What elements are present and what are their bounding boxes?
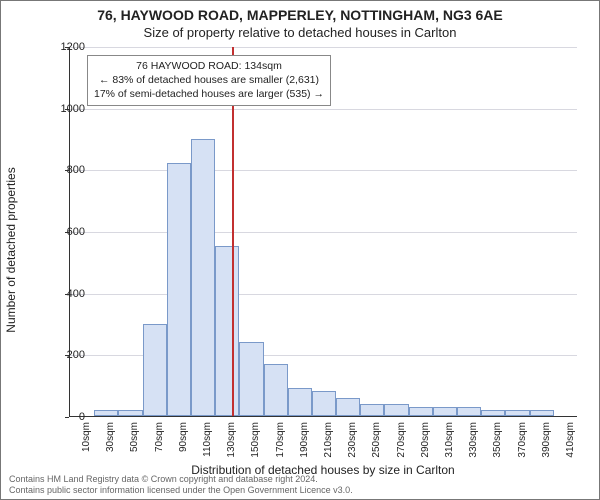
y-tick-mark — [65, 355, 69, 356]
x-tick-label: 310sqm — [444, 422, 455, 472]
x-tick-label: 210sqm — [323, 422, 334, 472]
histogram-bar — [505, 410, 529, 416]
y-tick-label: 800 — [35, 164, 85, 176]
x-tick-label: 270sqm — [396, 422, 407, 472]
chart-subtitle: Size of property relative to detached ho… — [1, 25, 599, 40]
y-tick-label: 1000 — [35, 103, 85, 115]
y-tick-label: 0 — [35, 411, 85, 423]
histogram-bar — [312, 391, 336, 416]
x-tick-label: 90sqm — [178, 422, 189, 472]
x-tick-label: 330sqm — [468, 422, 479, 472]
histogram-bar — [433, 407, 457, 416]
x-tick-label: 130sqm — [226, 422, 237, 472]
x-tick-label: 30sqm — [105, 422, 116, 472]
chart-title-address: 76, HAYWOOD ROAD, MAPPERLEY, NOTTINGHAM,… — [1, 7, 599, 23]
histogram-bar — [94, 410, 118, 416]
histogram-bar — [384, 404, 408, 416]
histogram-bar — [143, 324, 167, 417]
x-tick-label: 250sqm — [371, 422, 382, 472]
histogram-bar — [118, 410, 142, 416]
y-tick-mark — [65, 170, 69, 171]
x-tick-label: 350sqm — [492, 422, 503, 472]
gridline — [70, 109, 577, 110]
histogram-bar — [530, 410, 554, 416]
annotation-box: 76 HAYWOOD ROAD: 134sqm← 83% of detached… — [87, 55, 331, 106]
x-tick-label: 290sqm — [420, 422, 431, 472]
x-tick-label: 370sqm — [517, 422, 528, 472]
y-tick-label: 200 — [35, 349, 85, 361]
histogram-bar — [167, 163, 191, 416]
annotation-line: 17% of semi-detached houses are larger (… — [94, 87, 324, 101]
gridline — [70, 47, 577, 48]
histogram-bar — [336, 398, 360, 417]
y-tick-mark — [65, 232, 69, 233]
footer-line-2: Contains public sector information licen… — [9, 485, 353, 496]
x-tick-label: 50sqm — [129, 422, 140, 472]
y-tick-label: 600 — [35, 226, 85, 238]
histogram-bar — [457, 407, 481, 416]
annotation-line: 76 HAYWOOD ROAD: 134sqm — [94, 59, 324, 73]
x-tick-label: 170sqm — [275, 422, 286, 472]
y-tick-mark — [65, 109, 69, 110]
y-tick-label: 1200 — [35, 41, 85, 53]
histogram-bar — [239, 342, 263, 416]
gridline — [70, 294, 577, 295]
y-tick-mark — [65, 294, 69, 295]
gridline — [70, 170, 577, 171]
x-tick-label: 70sqm — [154, 422, 165, 472]
y-axis-label: Number of detached properties — [4, 167, 18, 332]
x-tick-label: 190sqm — [299, 422, 310, 472]
chart-container: 76, HAYWOOD ROAD, MAPPERLEY, NOTTINGHAM,… — [0, 0, 600, 500]
y-tick-label: 400 — [35, 288, 85, 300]
footer-line-1: Contains HM Land Registry data © Crown c… — [9, 474, 353, 485]
y-tick-mark — [65, 417, 69, 418]
histogram-bar — [215, 246, 239, 416]
histogram-bar — [360, 404, 384, 416]
y-tick-mark — [65, 47, 69, 48]
x-tick-label: 230sqm — [347, 422, 358, 472]
histogram-bar — [481, 410, 505, 416]
annotation-line: ← 83% of detached houses are smaller (2,… — [94, 73, 324, 87]
x-tick-label: 150sqm — [250, 422, 261, 472]
histogram-bar — [264, 364, 288, 416]
gridline — [70, 232, 577, 233]
histogram-bar — [409, 407, 433, 416]
footer-attribution: Contains HM Land Registry data © Crown c… — [9, 474, 353, 496]
histogram-bar — [191, 139, 215, 417]
histogram-bar — [288, 388, 312, 416]
x-tick-label: 390sqm — [541, 422, 552, 472]
x-tick-label: 110sqm — [202, 422, 213, 472]
x-tick-label: 410sqm — [565, 422, 576, 472]
x-tick-label: 10sqm — [81, 422, 92, 472]
